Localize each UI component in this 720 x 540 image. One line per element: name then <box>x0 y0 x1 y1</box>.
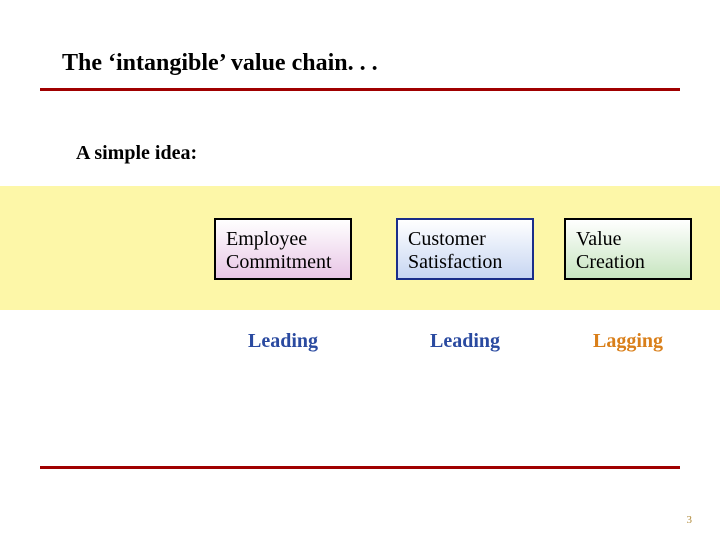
indicator-leading-1: Leading <box>233 330 333 353</box>
box-label-line: Customer <box>408 228 522 251</box>
box-label-line: Creation <box>576 251 680 274</box>
page-number: 3 <box>687 514 693 526</box>
slide-root: The ‘intangible’ value chain. . . A simp… <box>0 0 720 540</box>
box-label-line: Satisfaction <box>408 251 522 274</box>
chain-box-customer-satisfaction: CustomerSatisfaction <box>396 218 534 280</box>
chain-box-value-creation: ValueCreation <box>564 218 692 280</box>
box-label-line: Employee <box>226 228 340 251</box>
chain-box-employee-commitment: EmployeeCommitment <box>214 218 352 280</box>
indicator-leading-2: Leading <box>415 330 515 353</box>
bottom-rule <box>40 466 680 469</box>
top-rule <box>40 88 680 91</box>
slide-title: The ‘intangible’ value chain. . . <box>62 50 378 77</box>
subtitle: A simple idea: <box>76 142 197 165</box>
box-label-line: Commitment <box>226 251 340 274</box>
box-label-line: Value <box>576 228 680 251</box>
indicator-lagging: Lagging <box>578 330 678 353</box>
